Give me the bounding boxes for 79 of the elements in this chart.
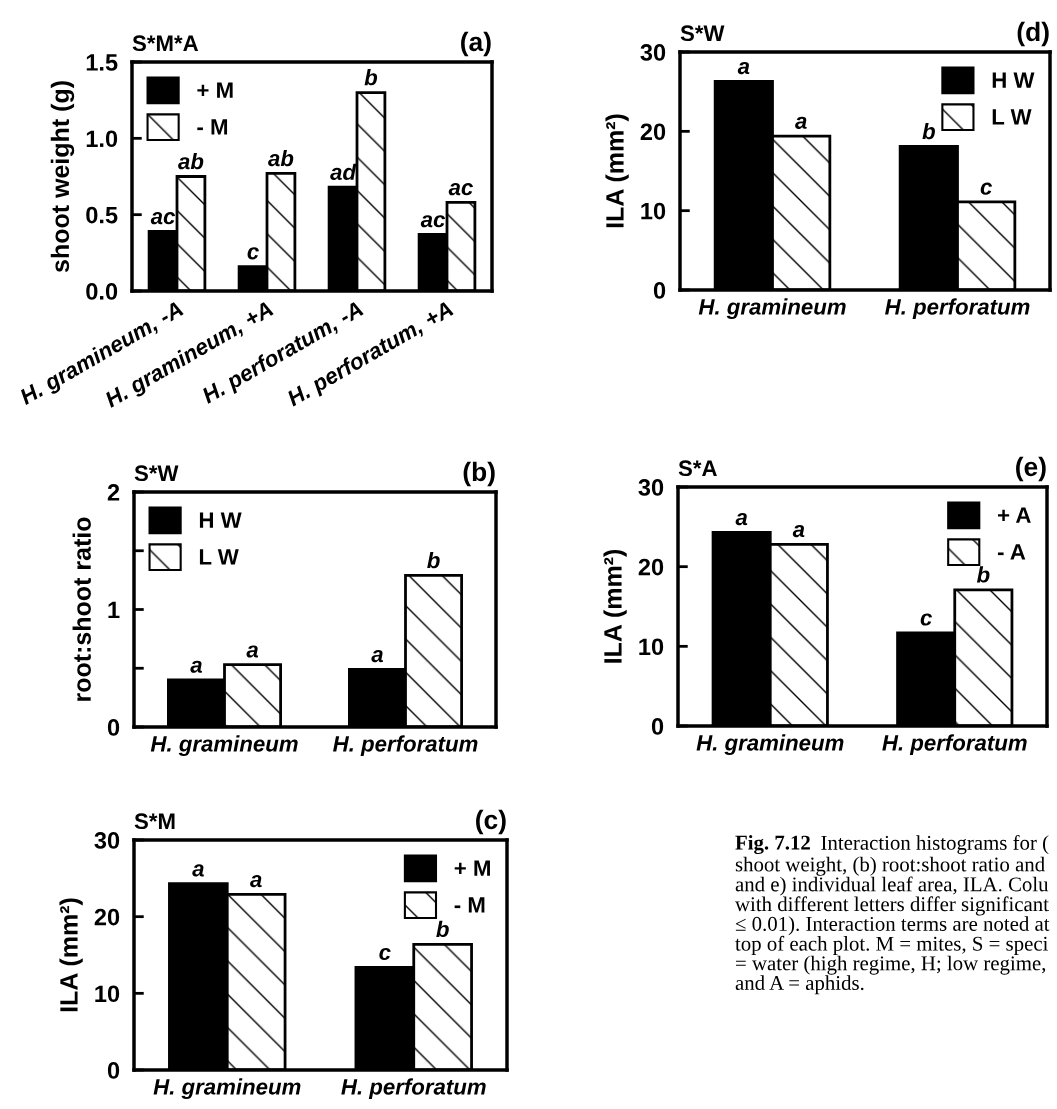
y-tick-label: 0 — [107, 719, 120, 736]
y-tick-label: 10 — [95, 985, 120, 1003]
legend-label: - M — [454, 897, 485, 913]
data-label: c — [379, 947, 391, 961]
y-tick-label: 0 — [651, 718, 664, 735]
data-label: a — [792, 525, 805, 538]
y-tick-label: 20 — [640, 123, 666, 141]
legend-label: H W — [199, 512, 242, 528]
chart-title: (d) — [1017, 21, 1049, 47]
data-label: a — [795, 116, 807, 129]
x-tick-label: H. perforatum — [341, 1078, 486, 1100]
data-label: ac — [448, 183, 473, 196]
data-label: b — [436, 920, 449, 938]
data-label: ab — [268, 149, 294, 167]
y-tick-label: 0.0 — [86, 283, 118, 300]
y-tick-label: 1.5 — [86, 54, 118, 71]
legend-label: + M — [197, 82, 233, 98]
data-label: a — [371, 650, 383, 663]
data-label: a — [190, 660, 202, 673]
chart-title: (b) — [463, 461, 495, 487]
legend-label: + A — [998, 507, 1031, 523]
data-label: ab — [178, 153, 204, 170]
chart-title: (a) — [461, 31, 491, 57]
data-label: c — [980, 182, 993, 195]
y-tick-label: 1.0 — [86, 130, 118, 148]
data-label: a — [737, 62, 750, 75]
y-tick-label: 2 — [107, 484, 120, 501]
x-tick-label: H. perforatum — [882, 734, 1027, 756]
y-tick-label: 20 — [638, 558, 664, 576]
data-label: c — [920, 613, 933, 626]
y-axis-title: ILA (mm²) — [59, 898, 83, 1012]
x-tick-label: H. gramineum — [696, 734, 844, 756]
data-label: c — [247, 247, 259, 260]
chart-subtitle: S*M*A — [132, 35, 199, 52]
y-tick-label: 30 — [640, 44, 666, 61]
data-label: ac — [420, 215, 446, 228]
chart-subtitle: S*W — [680, 25, 725, 42]
x-tick-label: H. perforatum — [885, 298, 1030, 320]
chart-subtitle: S*M — [134, 813, 175, 830]
y-axis-title: shoot weight (g) — [50, 81, 75, 273]
text: shoot weight, (b) root:shoot ratio and and e) individual leaf area, ILA. Colu with different letters differ significant ≤ 0.01). Interaction terms are noted at top of each plot. M = mites, S = speci = water (high regime, H; low regime, and A = aphids. — [735, 856, 1050, 995]
y-tick-label: 0 — [653, 282, 666, 299]
y-tick-label: 10 — [639, 638, 664, 656]
chart-title: (e) — [1016, 456, 1046, 482]
x-tick-label: H. gramineum — [698, 298, 846, 320]
y-axis-title: ILA (mm²) — [605, 114, 629, 228]
text: Interaction histograms for ( — [821, 835, 1049, 855]
data-label: b — [364, 69, 378, 86]
chart-subtitle: S*A — [678, 460, 717, 477]
data-label: a — [192, 864, 204, 877]
y-tick-label: 30 — [94, 832, 120, 849]
y-axis-title: ILA (mm²) — [603, 549, 627, 663]
y-axis-title: root:shoot ratio — [72, 517, 91, 701]
data-label: a — [246, 645, 259, 658]
y-tick-label: 30 — [638, 479, 664, 496]
x-tick-label: H. perforatum — [333, 735, 478, 757]
data-label: a — [735, 513, 748, 526]
data-label: ac — [150, 212, 176, 225]
legend-label: - A — [997, 544, 1026, 560]
data-label: ad — [330, 163, 357, 181]
x-tick-label: H. gramineum — [153, 1078, 301, 1100]
y-tick-label: 0.5 — [86, 206, 118, 224]
y-tick-label: 20 — [94, 908, 120, 926]
data-label: b — [427, 551, 440, 569]
data-label: b — [976, 566, 990, 583]
chart-subtitle: S*W — [134, 465, 179, 482]
legend-label: H W — [992, 72, 1035, 88]
caption: Fig. 7.12 — [735, 835, 810, 855]
legend-label: + M — [454, 860, 490, 876]
legend-label: L W — [992, 109, 1032, 125]
x-tick-label: H. gramineum — [150, 735, 298, 757]
y-tick-label: 10 — [641, 202, 666, 220]
legend-label: L W — [199, 549, 239, 565]
y-tick-label: 0 — [107, 1062, 120, 1079]
y-tick-label: 1 — [108, 601, 120, 619]
legend-label: - M — [197, 119, 228, 135]
data-label: b — [922, 122, 935, 140]
data-label: a — [250, 875, 262, 888]
chart-title: (c) — [476, 809, 506, 835]
